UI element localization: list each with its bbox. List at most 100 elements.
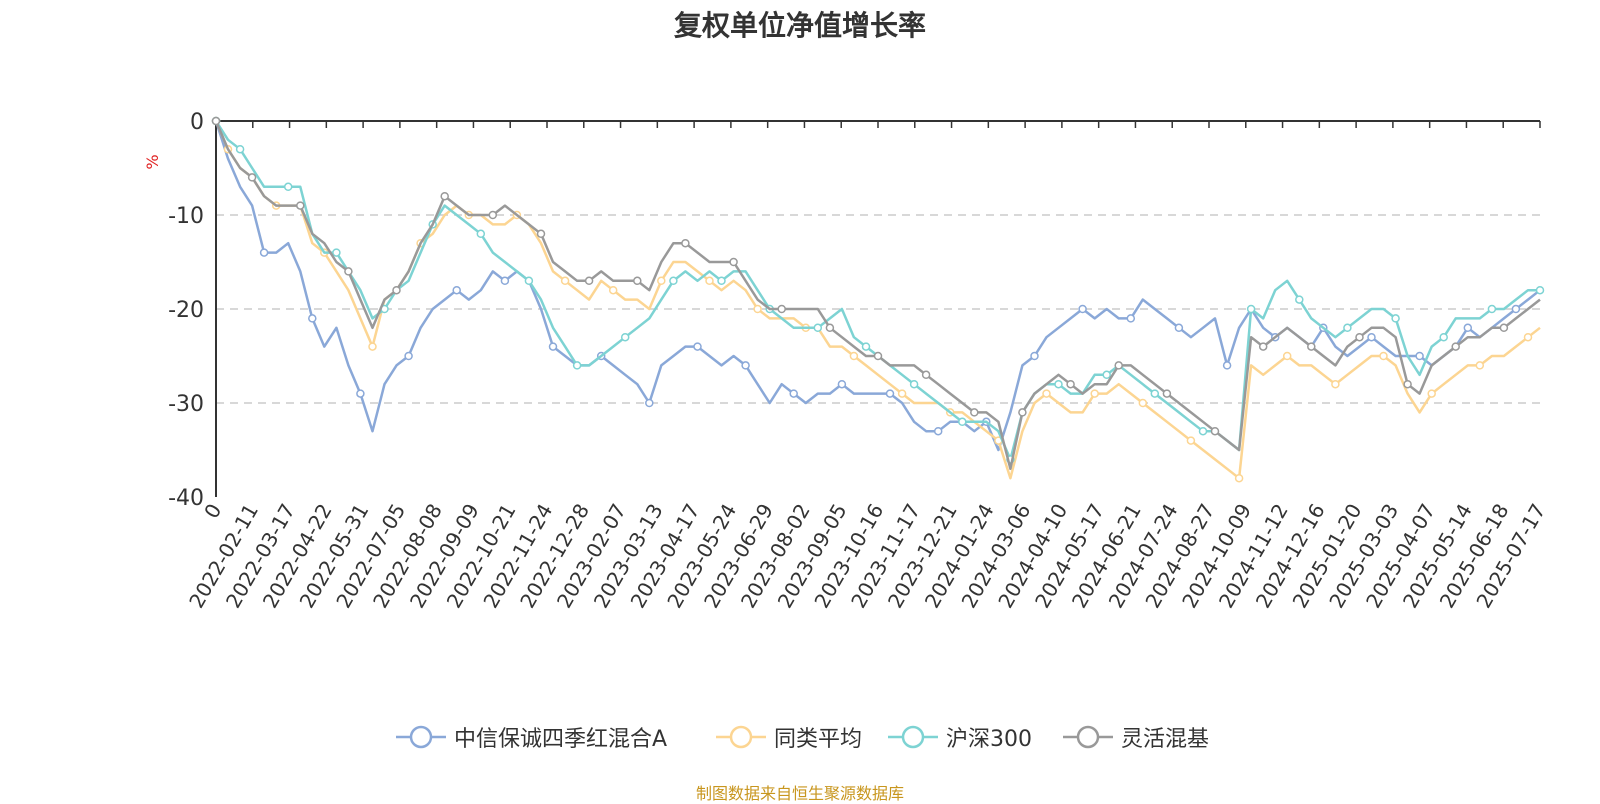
data-point [970,408,979,417]
data-point [729,257,738,267]
data-point [1054,379,1063,389]
legend-marker-icon [1063,725,1113,749]
y-tick-label: -30 [168,392,204,417]
data-point [1114,361,1123,370]
data-point [705,276,714,286]
data-point [1331,379,1340,389]
data-point [1102,370,1111,380]
data-point [524,276,534,286]
legend-label: 灵活混基 [1121,727,1210,752]
data-point [548,342,558,351]
data-point [873,351,883,361]
data-point [1126,314,1136,323]
data-point [452,285,461,295]
data-point [584,276,594,286]
data-point [1234,473,1244,483]
data-point [741,361,750,370]
y-tick-label: -10 [168,204,204,229]
data-point [1162,389,1172,398]
data-point [1307,342,1316,351]
data-point [368,342,377,351]
data-point [1186,436,1196,445]
data-point [500,276,510,286]
data-point [1018,408,1027,417]
data-point [1258,342,1268,351]
data-point [560,276,570,286]
data-point [885,389,895,398]
data-point [572,361,582,370]
data-point [1487,304,1497,314]
data-point [1282,351,1292,361]
legend-marker-icon [396,725,446,749]
data-point [211,116,221,126]
data-point [392,285,401,295]
data-point [1078,304,1087,314]
data-point [235,144,245,154]
data-point [1210,426,1220,436]
data-point [440,191,449,201]
data-point [332,248,341,257]
data-point [1403,379,1412,389]
data-point [1198,426,1208,436]
data-point [1150,389,1160,398]
data-point [1427,389,1436,398]
data-point [536,229,546,239]
data-point [1246,304,1256,314]
data-point [825,323,835,333]
x-tick-label: 0 [199,500,226,523]
data-point [753,304,762,314]
data-point [669,276,678,286]
data-point [488,210,498,220]
data-point [608,285,618,295]
data-point [1379,351,1388,361]
y-axis-label: % [143,154,162,169]
data-point [247,173,257,182]
data-point [1090,389,1099,398]
source-note: 制图数据来自恒生聚源数据库 [695,784,904,803]
data-point [308,314,317,323]
data-point [849,351,859,361]
legend-item[interactable]: 中信保诚四季红混合A [396,722,667,752]
data-point [476,229,486,239]
data-point [1499,323,1509,333]
data-point [789,389,798,398]
legend-item[interactable]: 灵活混基 [1063,722,1209,752]
data-point [404,351,413,361]
data-point [921,370,931,380]
data-point [958,417,967,427]
legend-item[interactable]: 沪深300 [888,722,1032,752]
data-point [1523,332,1533,342]
data-point [1511,304,1521,314]
data-point [717,276,726,286]
data-point [633,276,642,286]
data-point [620,332,630,342]
series-line [214,120,1540,461]
data-point [1367,332,1376,342]
data-point [1042,389,1051,398]
legend-label: 沪深300 [946,727,1032,752]
data-point [1355,332,1364,342]
data-point [813,323,823,333]
series-line [214,120,1541,480]
data-point [1535,285,1545,295]
data-point [1222,361,1232,370]
data-point [1295,295,1304,304]
data-point [296,201,305,210]
data-point [1343,323,1352,333]
data-point [1391,314,1400,323]
data-point [259,248,269,257]
data-point [1451,342,1460,351]
chart-title: 复权单位净值增长率 [673,9,926,42]
data-point [897,389,907,398]
legend-item[interactable]: 同类平均 [716,722,862,752]
legend-marker-icon [716,725,766,749]
data-point [837,379,847,389]
data-point [657,276,666,286]
series-line [214,120,1541,471]
data-point [1174,323,1184,333]
data-point [909,379,919,389]
data-point [1415,351,1424,361]
series-line [214,120,1541,452]
data-point [1475,361,1485,370]
